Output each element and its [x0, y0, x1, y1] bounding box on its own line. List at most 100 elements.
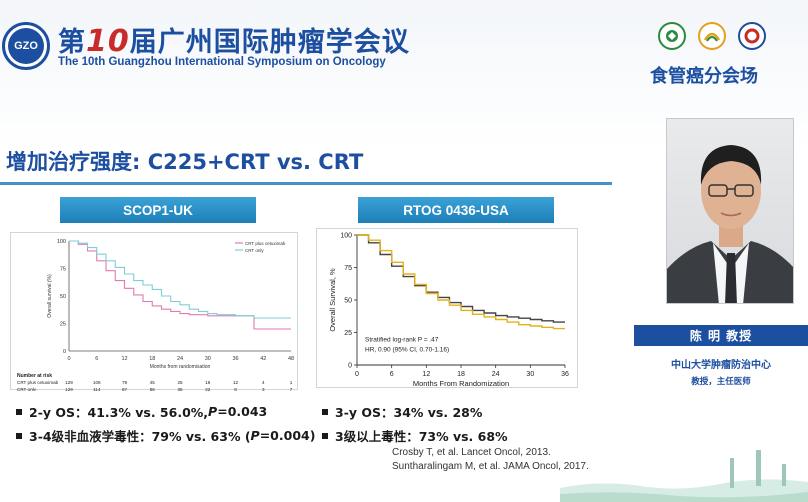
km-chart-rtog: 0 6 12 18 24 30 36 0 25 50 75 100 Months From Random…	[316, 228, 578, 388]
bullet-left-tox-p: P	[250, 428, 260, 443]
stat-annotation-logrank: Stratified log-rank P = .47	[365, 337, 439, 344]
study-label-scop1: SCOP1-UK	[60, 197, 256, 223]
km-chart-scop1: 0 6 12 18 24 30 36 42 48 0 25 50 75 100 Months from ra…	[10, 232, 298, 392]
bullet-left-tox-end: =0.004)	[259, 428, 316, 443]
conference-title-prefix: 第	[58, 27, 86, 58]
risk-table-value: 1	[290, 380, 293, 385]
y-axis-label: Overall survival (%)	[47, 274, 53, 318]
risk-table-value: 79	[122, 380, 128, 385]
title-divider	[0, 182, 612, 185]
bullet-left-os-text: 2-y OS：41.3% vs. 56.0%,	[29, 405, 209, 420]
conference-title-en: The 10th Guangzhou International Symposi…	[58, 56, 386, 68]
speaker-institution: 中山大学肿瘤防治中心	[671, 360, 771, 371]
x-tick-label: 30	[526, 371, 534, 378]
series-line-1	[69, 240, 291, 319]
y-tick-label: 100	[340, 233, 352, 240]
bullet-left-os: 2-y OS：41.3% vs. 56.0%, P =0.043	[16, 402, 267, 421]
series-line-0	[69, 240, 291, 330]
risk-table-value: 45	[150, 380, 156, 385]
risk-table-value: 56	[150, 387, 156, 391]
speaker-video	[666, 118, 794, 304]
risk-table-value: 8	[234, 387, 237, 391]
x-tick-label: 36	[561, 371, 569, 378]
risk-table-value: 12	[233, 380, 239, 385]
y-tick-label: 25	[344, 330, 352, 337]
study-label-rtog: RTOG 0436-USA	[358, 197, 554, 223]
stat-annotation-hr: HR, 0.90 (95% CI, 0.70-1.16)	[365, 347, 449, 354]
x-tick-label: 18	[149, 356, 155, 362]
risk-table-row-label: CRT plus cetuximab	[17, 380, 59, 385]
x-tick-label: 30	[205, 356, 211, 362]
x-tick-label: 0	[355, 371, 359, 378]
footer-skyline-decoration	[560, 450, 808, 502]
y-tick-label: 50	[344, 298, 352, 305]
y-tick-label: 0	[348, 363, 352, 370]
conference-title-suffix: 届广州国际肿瘤学会议	[129, 27, 410, 58]
bullet-left-toxicity: 3-4级非血液学毒性：79% vs. 63% (P =0.004)	[16, 426, 315, 445]
sponsor-logo-1-icon	[658, 22, 686, 50]
bullet-square-icon	[16, 432, 22, 439]
x-tick-label: 6	[95, 356, 98, 362]
bullet-right-os: 3-y OS：34% vs. 28%	[322, 402, 482, 421]
speaker-portrait-icon	[667, 145, 793, 303]
y-tick-label: 100	[57, 239, 66, 245]
risk-table-row-label: CRT only	[17, 387, 37, 391]
y-tick-label: 75	[344, 265, 352, 272]
speaker-name: 陈 明 教授	[634, 325, 808, 346]
gzo-logo: GZO	[2, 22, 50, 70]
risk-table-value: 16	[205, 380, 211, 385]
x-tick-label: 24	[492, 371, 500, 378]
risk-table-value: 129	[65, 380, 73, 385]
risk-table-value: 22	[205, 387, 211, 391]
sponsor-logo-3-icon	[738, 22, 766, 50]
venue-title: 食管癌分会场	[650, 66, 758, 87]
references: Crosby T, et al. Lancet Oncol, 2013. Sun…	[392, 446, 589, 474]
risk-table-header: Number at risk	[17, 373, 52, 379]
x-axis-label: Months From Randomization	[413, 379, 509, 388]
bullet-right-tox-text: 3级以上毒性：73% vs. 68%	[335, 429, 508, 444]
x-tick-label: 12	[422, 371, 430, 378]
series-line-1	[357, 234, 565, 330]
slide-title: 增加治疗强度: C225+CRT vs. CRT	[6, 150, 364, 174]
y-tick-label: 0	[63, 349, 66, 355]
y-tick-label: 25	[60, 322, 66, 328]
conference-title-number: 10	[86, 24, 130, 59]
x-tick-label: 48	[288, 356, 294, 362]
bullet-square-icon	[16, 408, 22, 415]
gzo-logo-text: GZO	[8, 28, 44, 64]
risk-table-value: 87	[122, 387, 128, 391]
x-tick-label: 36	[232, 356, 238, 362]
x-tick-label: 6	[390, 371, 394, 378]
risk-table-value: 25	[177, 380, 183, 385]
risk-table-value: 3	[262, 387, 265, 391]
x-tick-label: 18	[457, 371, 465, 378]
slide-header: GZO 第10届广州国际肿瘤学会议 The 10th Guangzhou Int…	[0, 0, 808, 118]
x-tick-label: 24	[177, 356, 183, 362]
x-tick-label: 42	[260, 356, 266, 362]
risk-table-value: 4	[262, 380, 265, 385]
sponsor-logo-2-icon	[698, 22, 726, 50]
risk-table-value: 114	[93, 387, 101, 391]
km-chart-rtog-svg: 0 6 12 18 24 30 36 0 25 50 75 100 Months From Random…	[328, 233, 569, 389]
legend-label-0: CRT plus cetuximab	[245, 241, 286, 246]
bullet-right-toxicity: 3级以上毒性：73% vs. 68%	[322, 426, 508, 445]
bullet-square-icon	[322, 432, 328, 439]
risk-table-value: 35	[177, 387, 183, 391]
bullet-left-os-end: =0.043	[217, 404, 268, 419]
x-tick-label: 12	[121, 356, 127, 362]
reference-1: Crosby T, et al. Lancet Oncol, 2013.	[392, 447, 551, 458]
y-tick-label: 50	[60, 294, 66, 300]
legend-label-1: CRT only	[245, 248, 264, 253]
x-axis-label: Months from randomisation	[150, 364, 211, 370]
bullet-left-tox-text: 3-4级非血液学毒性：79% vs. 63% (	[29, 429, 251, 444]
reference-2: Suntharalingam M, et al. JAMA Oncol, 201…	[392, 461, 589, 472]
risk-table-value: 7	[290, 387, 293, 391]
sponsor-logos	[658, 22, 766, 50]
risk-table-value: 106	[93, 380, 101, 385]
x-tick-label: 0	[67, 356, 70, 362]
bullet-right-os-text: 3-y OS：34% vs. 28%	[335, 405, 483, 420]
y-tick-label: 75	[60, 267, 66, 273]
bullet-square-icon	[322, 408, 328, 415]
risk-table-value: 129	[65, 387, 73, 391]
